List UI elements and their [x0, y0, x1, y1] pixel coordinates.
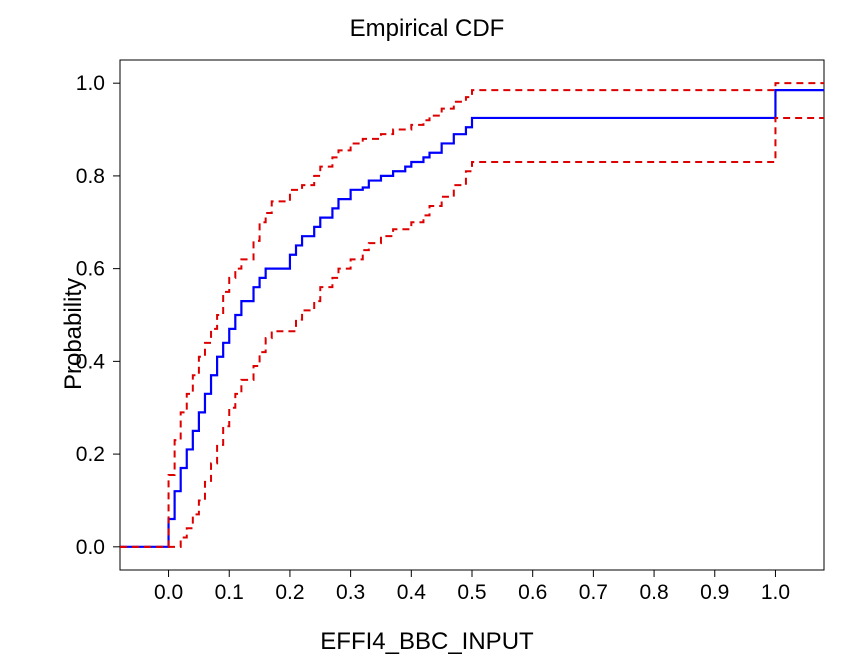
svg-text:0.2: 0.2 — [76, 443, 105, 466]
svg-text:1.0: 1.0 — [76, 72, 105, 95]
chart-svg: 0.0 0.1 0.2 0.3 0.4 0.5 0.6 0.7 0.8 0.9 1.0 0.0 0.2 0… — [0, 0, 854, 668]
svg-text:0.7: 0.7 — [579, 581, 608, 604]
svg-text:0.8: 0.8 — [76, 165, 105, 188]
svg-text:0.5: 0.5 — [457, 581, 486, 604]
svg-text:0.3: 0.3 — [336, 581, 365, 604]
svg-text:0.6: 0.6 — [518, 581, 547, 604]
svg-text:0.4: 0.4 — [397, 581, 427, 604]
svg-text:0.6: 0.6 — [76, 258, 105, 281]
chart-container: Empirical CDF Probability EFFI4_BBC_INPU… — [0, 0, 854, 668]
svg-text:0.0: 0.0 — [76, 536, 105, 559]
svg-text:0.0: 0.0 — [154, 581, 183, 604]
svg-text:1.0: 1.0 — [761, 581, 790, 604]
svg-text:0.2: 0.2 — [275, 581, 304, 604]
svg-text:0.8: 0.8 — [639, 581, 668, 604]
svg-text:0.1: 0.1 — [215, 581, 244, 604]
svg-text:0.9: 0.9 — [700, 581, 729, 604]
svg-text:0.4: 0.4 — [76, 350, 106, 373]
